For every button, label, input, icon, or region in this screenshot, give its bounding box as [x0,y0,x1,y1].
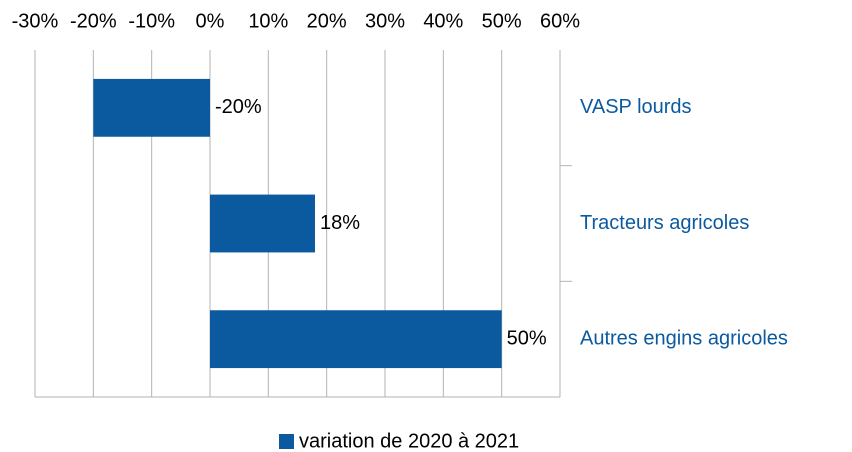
bar [210,194,315,253]
category-label: VASP lourds [580,96,692,118]
value-label: 18% [320,212,360,234]
x-tick-label: 60% [540,10,580,32]
x-tick-label: 30% [365,10,405,32]
category-label: Autres engins agricoles [580,327,788,349]
value-label: 50% [507,327,547,349]
x-tick-label: -20% [70,10,117,32]
value-label: -20% [215,96,262,118]
legend-label: variation de 2020 à 2021 [299,430,519,452]
x-tick-label: -30% [12,10,59,32]
x-tick-label: 0% [196,10,225,32]
x-tick-label: 10% [248,10,288,32]
x-tick-label: -10% [128,10,175,32]
x-tick-label: 40% [423,10,463,32]
category-label: Tracteurs agricoles [580,212,749,234]
bar [210,310,502,369]
x-tick-label: 20% [307,10,347,32]
bar [93,78,210,137]
x-tick-label: 50% [482,10,522,32]
legend-swatch [279,434,294,449]
